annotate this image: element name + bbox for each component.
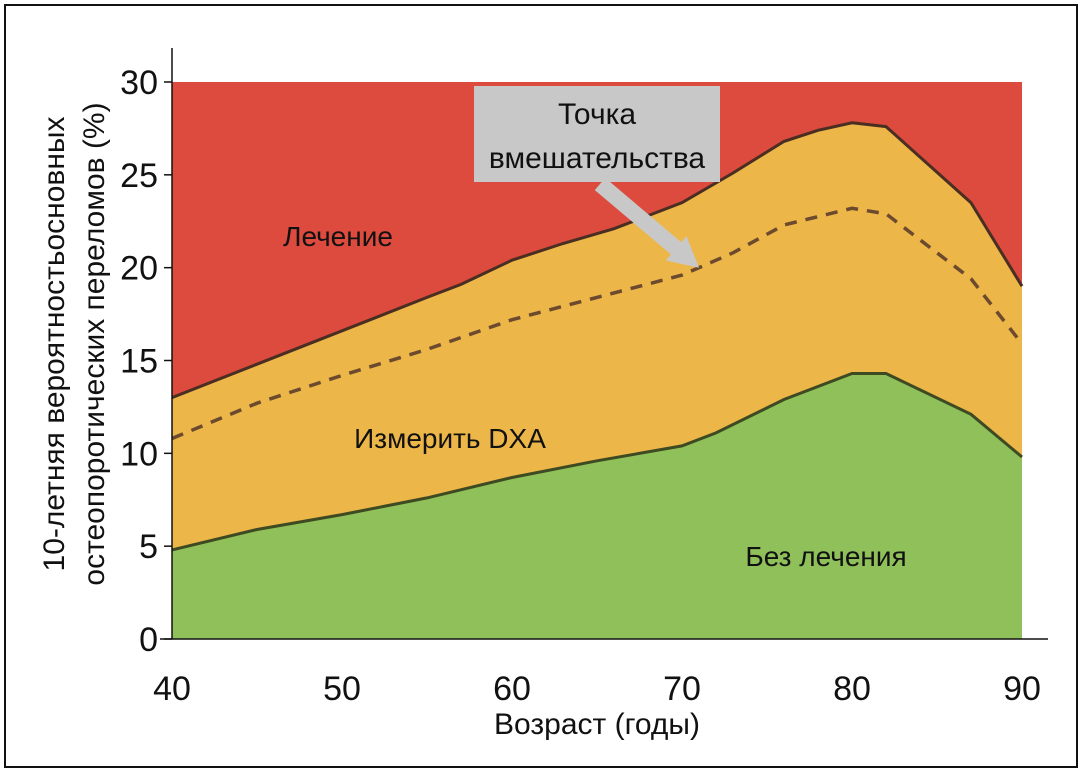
annotation-line-2: вмешательства xyxy=(489,142,706,175)
annotation-line-1: Точка xyxy=(558,98,636,131)
x-tick-label: 70 xyxy=(663,670,701,708)
y-tick-label: 5 xyxy=(139,528,158,566)
x-tick-label: 50 xyxy=(323,670,361,708)
chart-ticks: 0 5 10 15 20 25 30 40 50 60 70 80 90 xyxy=(120,64,1041,708)
region-label-no-treatment: Без лечения xyxy=(745,541,906,572)
annotation-arrow xyxy=(594,177,699,268)
y-tick-label: 15 xyxy=(120,343,158,381)
chart-axes xyxy=(160,48,1048,640)
intervention-threshold-dashed-line xyxy=(171,206,1024,441)
x-tick-label: 40 xyxy=(153,670,191,708)
y-tick-label: 25 xyxy=(120,157,158,195)
y-axis-label-line-2: остеопоротических переломов (%) xyxy=(78,102,111,585)
annotation-arrow-shape xyxy=(594,177,699,268)
annotation-box xyxy=(474,86,720,182)
region-label-measure-dxa: Измерить DXA xyxy=(354,423,546,454)
y-tick-label: 30 xyxy=(120,64,158,102)
x-tick-label: 80 xyxy=(833,670,871,708)
region-label-treatment: Лечение xyxy=(283,221,393,252)
y-tick-label: 10 xyxy=(120,435,158,473)
area-no-treatment xyxy=(172,373,1022,639)
x-axis-label: Возраст (годы) xyxy=(494,708,700,741)
x-tick-label: 60 xyxy=(493,670,531,708)
y-axis-label-line-1: 10-летняя вероятностьосновных xyxy=(38,117,71,572)
y-tick-label: 20 xyxy=(120,250,158,288)
lower-threshold-line xyxy=(171,372,1023,552)
x-tick-label: 90 xyxy=(1003,670,1041,708)
intervention-point-annotation: Точка вмешательства xyxy=(474,86,720,268)
y-tick-label: 0 xyxy=(139,621,158,659)
